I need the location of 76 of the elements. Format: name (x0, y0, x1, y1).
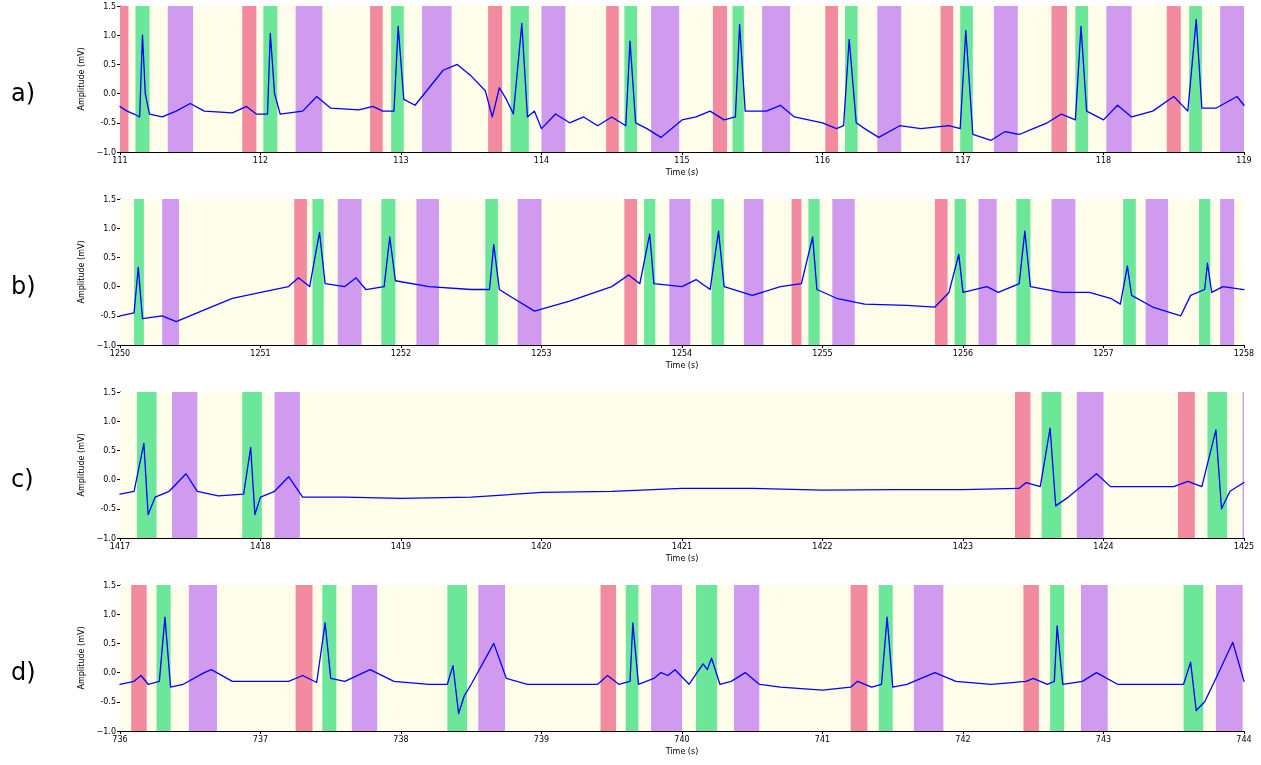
y-tick-label: 1.0 (103, 609, 116, 619)
y-tick-label: -0.5 (100, 118, 116, 128)
x-axis-title: Time (s) (664, 168, 699, 178)
x-tick-label: 1254 (671, 348, 693, 358)
y-axis-title: Amplitude (mV) (77, 626, 87, 690)
x-tick-label: 1255 (812, 348, 833, 358)
x-tick-label: 1424 (1093, 541, 1114, 551)
y-axis-title: Amplitude (mV) (77, 240, 87, 304)
x-tick-label: 1422 (812, 541, 833, 551)
x-tick-label: 744 (1236, 734, 1252, 744)
y-tick-label: 1.5 (103, 580, 116, 590)
x-tick-label: 1421 (671, 541, 693, 551)
x-tick-label: 114 (533, 155, 550, 165)
y-tick-label: 1.0 (103, 223, 116, 233)
y-tick-label: −1.0 (96, 726, 116, 736)
x-tick-label: 118 (1095, 155, 1112, 165)
x-tick-label: 113 (393, 155, 409, 165)
x-axis-title: Time (s) (664, 554, 699, 564)
x-tick-label: 736 (112, 734, 128, 744)
text: c) (11, 465, 34, 493)
x-tick-label: 1417 (109, 541, 131, 551)
y-axis-title: Amplitude (mV) (77, 47, 87, 111)
x-tick-label: 1251 (250, 348, 271, 358)
x-tick-label: 116 (814, 155, 831, 165)
x-tick-label: 738 (393, 734, 409, 744)
y-tick-label: −1.0 (96, 533, 116, 543)
y-tick-label: 0.0 (103, 475, 116, 485)
y-tick-label: 0.0 (103, 89, 116, 99)
y-tick-label: -0.5 (100, 697, 116, 707)
y-tick-label: 0.5 (103, 638, 116, 648)
y-tick-label: 1.0 (103, 416, 116, 426)
y-tick-label: 0.5 (103, 445, 116, 455)
line-series (119, 230, 1245, 323)
y-tick-label: -0.5 (100, 311, 116, 321)
x-tick-label: 111 (112, 155, 128, 165)
y-tick-label: 1.5 (103, 1, 116, 11)
x-tick-label: 1256 (952, 348, 974, 358)
x-tick-label: 1258 (1233, 348, 1255, 358)
y-tick-label: 0.0 (103, 668, 116, 678)
line-series (119, 427, 1245, 516)
line-series (119, 18, 1245, 141)
y-axis-title: Amplitude (mV) (77, 433, 87, 497)
x-tick-label: 737 (252, 734, 269, 744)
x-tick-label: 743 (1095, 734, 1112, 744)
y-tick-label: 1.0 (103, 30, 116, 40)
x-tick-label: 1423 (952, 541, 974, 551)
text: d) (11, 658, 36, 686)
x-tick-label: 742 (955, 734, 971, 744)
x-tick-label: 1418 (250, 541, 271, 551)
x-tick-label: 1420 (531, 541, 552, 551)
y-tick-label: -0.5 (100, 504, 116, 514)
y-tick-label: 1.5 (103, 387, 116, 397)
x-tick-label: 741 (814, 734, 831, 744)
y-tick-label: 0.5 (103, 252, 116, 262)
x-tick-label: 1250 (109, 348, 131, 358)
x-tick-label: 1425 (1233, 541, 1255, 551)
y-tick-label: 0.5 (103, 59, 116, 69)
x-axis-title: Time (s) (664, 747, 699, 757)
x-tick-label: 1252 (390, 348, 412, 358)
y-tick-label: 0.0 (103, 282, 116, 292)
x-tick-label: 112 (252, 155, 269, 165)
x-tick-label: 739 (533, 734, 550, 744)
text: a) (11, 79, 36, 107)
text: b) (11, 272, 36, 300)
x-tick-label: 119 (1236, 155, 1252, 165)
x-tick-label: 115 (674, 155, 690, 165)
x-tick-label: 117 (955, 155, 971, 165)
x-tick-label: 1419 (390, 541, 412, 551)
y-tick-label: 1.5 (103, 194, 116, 204)
y-tick-label: −1.0 (96, 147, 116, 157)
x-tick-label: 1253 (531, 348, 552, 358)
line-series (119, 616, 1245, 715)
x-tick-label: 740 (674, 734, 690, 744)
x-tick-label: 1257 (1093, 348, 1114, 358)
y-tick-label: −1.0 (96, 340, 116, 350)
x-axis-title: Time (s) (664, 361, 699, 371)
